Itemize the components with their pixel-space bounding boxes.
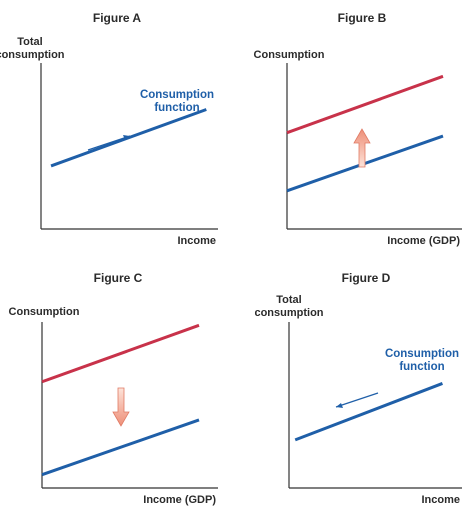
figure-c-plot: [41, 323, 200, 477]
figure-b-xlabel: Income (GDP): [387, 235, 460, 247]
figure-d-ylabel-line1: Total: [276, 294, 301, 306]
figure-d-movement-arrowhead: [336, 403, 343, 408]
figure-a-title: Figure A: [93, 11, 142, 25]
figure-d-plot: [294, 382, 443, 442]
figure-c-ylabel: Consumption: [9, 306, 80, 318]
figure-c-xlabel: Income (GDP): [143, 494, 216, 506]
figure-d-ylabel-line2: consumption: [254, 307, 323, 319]
figure-b-series-line-2: [286, 74, 444, 135]
figure-a-movement-arrow: [87, 135, 131, 151]
figure-d-movement-arrow: [335, 392, 379, 408]
figure-a-plot: [50, 108, 207, 168]
figure-a-movement-arrowhead: [123, 135, 130, 140]
figure-a-annotation-line2: function: [154, 102, 199, 114]
figure-a-annotation-line1: Consumption: [140, 89, 214, 101]
figure-d-xlabel: Income: [421, 494, 460, 506]
panel-figure-a: Figure A Total consumption Income Consum…: [0, 11, 218, 247]
figure-a-xlabel: Income: [177, 235, 216, 247]
panel-figure-c: Figure C Consumption Income (GDP): [9, 271, 218, 506]
figure-a-series-line-1: [50, 108, 207, 168]
figure-c-series-line-2: [41, 418, 200, 477]
figure-b-title: Figure B: [338, 11, 387, 25]
figure-d-series-line-1: [294, 382, 443, 442]
figure-d-annotation-line1: Consumption: [385, 348, 459, 360]
figure-b-shift-up-arrow: [353, 128, 371, 168]
panel-figure-d: Figure D Total consumption Income Consum…: [254, 271, 462, 506]
figure-c-series-line-1: [41, 323, 200, 384]
figure-a-ylabel-line1: Total: [17, 36, 42, 48]
figure-d-title: Figure D: [342, 271, 391, 285]
figure-c-shift-down-arrow: [112, 387, 130, 427]
panel-figure-b: Figure B Consumption Income (GDP): [254, 11, 462, 247]
figure-d-annotation-line2: function: [399, 361, 444, 373]
figure-a-ylabel-line2: consumption: [0, 49, 65, 61]
figure-b-ylabel: Consumption: [254, 49, 325, 61]
figure-c-title: Figure C: [94, 271, 143, 285]
